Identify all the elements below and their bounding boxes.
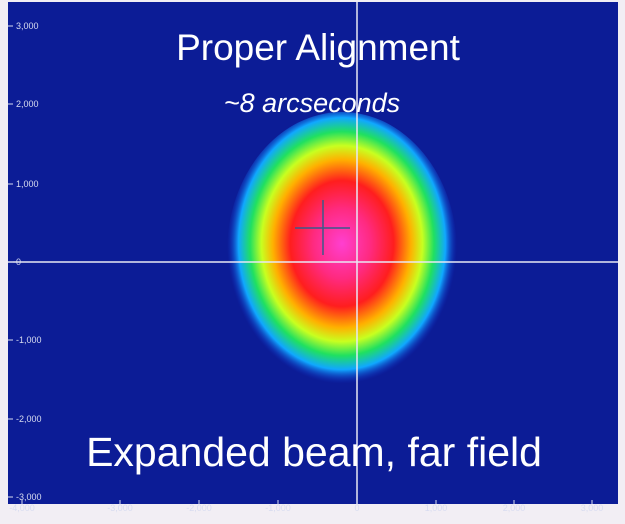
y-tick-label: 0 [16,257,21,267]
y-tick-label: 3,000 [16,21,39,31]
x-tick-label: 2,000 [503,503,526,513]
x-tick-label: 3,000 [581,503,604,513]
x-tick-label: 1,000 [425,503,448,513]
subtitle: ~8 arcseconds [224,88,400,118]
y-tick-label: -3,000 [16,492,42,502]
x-tick-label: -3,000 [107,503,133,513]
y-tick-label: 2,000 [16,99,39,109]
y-tick-label: -2,000 [16,414,42,424]
y-tick-label: 1,000 [16,179,39,189]
beam-spot [227,112,457,392]
title: Proper Alignment [176,27,461,68]
caption: Expanded beam, far field [86,429,542,475]
y-tick-label: -1,000 [16,335,42,345]
x-tick-label: -4,000 [9,503,35,513]
x-tick-label: -1,000 [265,503,291,513]
x-tick-label: 0 [354,503,359,513]
x-tick-label: -2,000 [186,503,212,513]
